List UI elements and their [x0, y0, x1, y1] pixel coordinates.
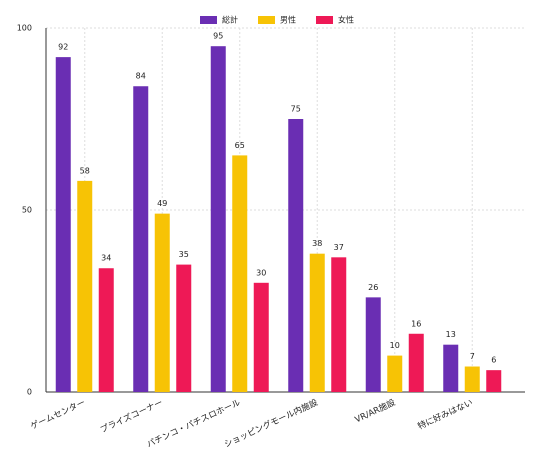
x-tick-label: 特に好みはない — [416, 397, 475, 432]
legend-swatch — [258, 16, 275, 24]
value-label: 7 — [470, 352, 475, 361]
value-label: 16 — [411, 319, 421, 328]
bar — [210, 46, 226, 392]
value-label: 84 — [136, 72, 146, 81]
y-tick-label: 0 — [27, 388, 32, 397]
bar — [387, 355, 403, 392]
value-label: 92 — [58, 43, 68, 52]
bar — [154, 213, 170, 392]
value-label: 30 — [256, 268, 266, 277]
bar — [176, 264, 192, 392]
bar — [55, 57, 71, 393]
value-label: 75 — [291, 105, 301, 114]
bar — [288, 119, 304, 392]
bar — [309, 253, 325, 392]
legend-label: 総計 — [222, 15, 238, 25]
value-label: 65 — [235, 141, 245, 150]
value-label: 10 — [390, 341, 400, 350]
y-tick-label: 100 — [17, 24, 32, 33]
bar — [77, 180, 93, 392]
bar — [253, 282, 269, 392]
value-label: 35 — [179, 250, 189, 259]
bar — [365, 297, 381, 392]
value-label: 95 — [213, 32, 223, 41]
value-label: 49 — [157, 199, 167, 208]
legend-label: 女性 — [338, 15, 354, 25]
bar — [331, 257, 347, 392]
y-tick-label: 50 — [22, 206, 32, 215]
bar — [464, 366, 480, 392]
legend-swatch — [316, 16, 333, 24]
legend-label: 男性 — [280, 15, 296, 25]
bar — [408, 333, 424, 392]
value-label: 58 — [80, 166, 90, 175]
value-label: 37 — [334, 243, 344, 252]
value-label: 26 — [368, 283, 378, 292]
x-tick-label: ゲームセンター — [29, 397, 87, 432]
bar — [98, 268, 114, 392]
bar — [443, 344, 459, 392]
value-label: 38 — [312, 239, 322, 248]
bar — [133, 86, 149, 393]
legend-swatch — [200, 16, 217, 24]
bar — [486, 370, 502, 392]
value-label: 13 — [446, 330, 456, 339]
value-label: 34 — [101, 254, 111, 263]
bar — [232, 155, 248, 392]
x-tick-label: VR/AR施設 — [353, 397, 397, 425]
x-tick-label: プライズコーナー — [99, 397, 165, 436]
value-label: 6 — [491, 356, 496, 365]
